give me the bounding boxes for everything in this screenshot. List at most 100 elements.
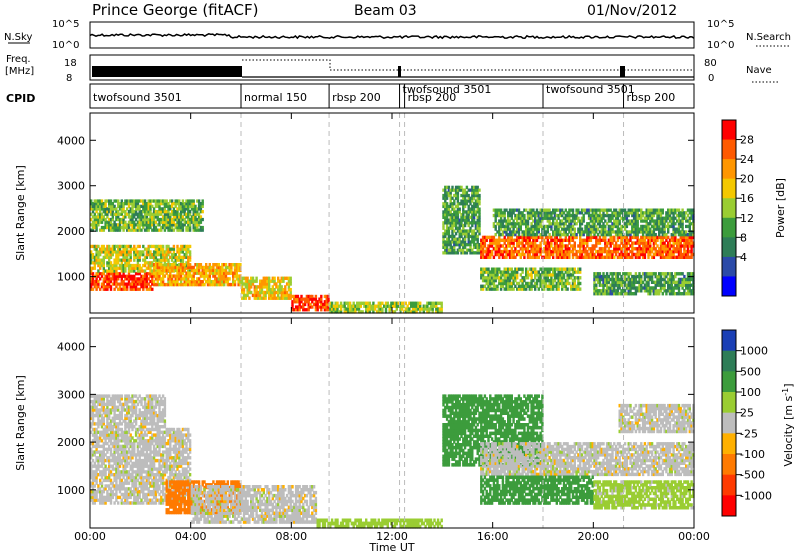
range-gate-cell — [170, 223, 174, 227]
range-gate-cell — [122, 285, 125, 289]
range-gate-cell — [133, 253, 136, 257]
range-gate-cell — [192, 207, 195, 211]
range-gate-cell — [670, 219, 673, 223]
range-gate-cell — [631, 224, 634, 229]
range-gate-cell — [607, 280, 611, 284]
range-gate-cell — [426, 304, 429, 308]
range-gate-cell — [419, 307, 422, 311]
range-gate-cell — [692, 283, 695, 287]
range-gate-cell — [447, 221, 451, 225]
range-gate-cell — [580, 208, 584, 212]
range-gate-cell — [104, 430, 107, 434]
range-gate-cell — [494, 284, 497, 288]
range-gate-cell — [108, 495, 111, 500]
range-gate-cell — [593, 283, 596, 287]
range-gate-cell — [564, 233, 567, 237]
range-gate-cell — [188, 271, 192, 275]
range-gate-cell — [145, 204, 149, 208]
range-gate-cell — [303, 297, 307, 301]
range-gate-cell — [487, 247, 490, 251]
range-gate-cell — [465, 248, 469, 252]
range-gate-cell — [640, 211, 643, 215]
range-gate-cell — [605, 244, 609, 248]
range-gate-cell — [97, 202, 100, 206]
range-gate-cell — [593, 211, 596, 215]
range-gate-cell — [152, 212, 156, 216]
range-gate-cell — [627, 219, 630, 223]
range-gate-cell — [605, 233, 609, 237]
range-gate-cell — [591, 211, 594, 215]
range-gate-cell — [192, 210, 195, 214]
range-gate-cell — [472, 232, 476, 236]
date-label: 01/Nov/2012 — [587, 3, 677, 19]
range-gate-cell — [332, 304, 336, 308]
range-gate-cell — [320, 300, 323, 304]
range-gate-cell — [487, 281, 490, 286]
range-gate-cell — [451, 215, 454, 219]
range-gate-cell — [140, 212, 143, 216]
range-gate-cell — [553, 224, 557, 229]
range-gate-cell — [161, 280, 165, 284]
range-gate-cell — [91, 458, 95, 463]
range-gate-cell — [584, 227, 587, 231]
range-gate-cell — [485, 267, 488, 271]
range-gate-cell — [614, 216, 618, 220]
range-gate-cell — [172, 212, 176, 216]
range-gate-cell — [104, 475, 107, 480]
range-gate-cell — [106, 261, 109, 265]
range-gate-cell — [217, 271, 220, 275]
range-gate-cell — [541, 211, 544, 215]
range-gate-cell — [109, 498, 113, 502]
range-gate-cell — [199, 207, 203, 211]
range-gate-cell — [472, 243, 476, 247]
range-gate-cell — [499, 227, 503, 231]
range-gate-cell — [253, 285, 256, 289]
range-gate-cell — [685, 255, 688, 259]
range-gate-cell — [537, 224, 540, 229]
range-gate-cell — [111, 210, 114, 214]
range-gate-cell — [516, 249, 519, 254]
range-gate-cell — [377, 310, 380, 314]
range-gate-cell — [485, 270, 488, 274]
range-gate-cell — [117, 258, 120, 262]
range-gate-cell — [129, 253, 132, 257]
range-gate-cell — [580, 233, 584, 237]
range-gate-cell — [498, 208, 501, 212]
range-gate-cell — [181, 271, 185, 275]
range-gate-cell — [185, 204, 188, 208]
range-gate-cell — [530, 235, 533, 240]
range-gate-cell — [632, 252, 636, 257]
range-gate-cell — [487, 267, 490, 271]
range-gate-cell — [348, 307, 352, 311]
range-gate-cell — [136, 207, 140, 211]
range-gate-cell — [636, 211, 639, 215]
range-gate-cell — [593, 208, 596, 212]
range-gate-cell — [122, 244, 125, 249]
range-gate-cell — [143, 247, 147, 251]
range-gate-cell — [535, 227, 539, 231]
range-gate-cell — [111, 272, 114, 276]
range-gate-cell — [564, 270, 567, 274]
range-gate-cell — [532, 278, 535, 283]
range-gate-cell — [571, 267, 575, 271]
range-gate-cell — [91, 487, 95, 491]
range-gate-cell — [616, 283, 620, 287]
range-gate-cell — [604, 244, 607, 248]
range-gate-cell — [206, 282, 210, 287]
range-gate-cell — [97, 204, 100, 208]
range-gate-cell — [100, 470, 104, 474]
range-gate-cell — [654, 280, 657, 284]
range-gate-cell — [492, 238, 496, 242]
range-gate-cell — [151, 217, 154, 222]
range-gate-cell — [244, 276, 247, 280]
range-gate-cell — [122, 282, 125, 286]
range-gate-cell — [636, 224, 639, 229]
range-gate-cell — [187, 207, 190, 211]
range-gate-cell — [97, 487, 100, 491]
range-gate-cell — [517, 267, 521, 271]
range-gate-cell — [102, 250, 105, 254]
range-gate-cell — [239, 268, 242, 273]
range-gate-cell — [659, 286, 663, 290]
range-gate-cell — [460, 213, 463, 217]
range-gate-cell — [562, 273, 566, 277]
